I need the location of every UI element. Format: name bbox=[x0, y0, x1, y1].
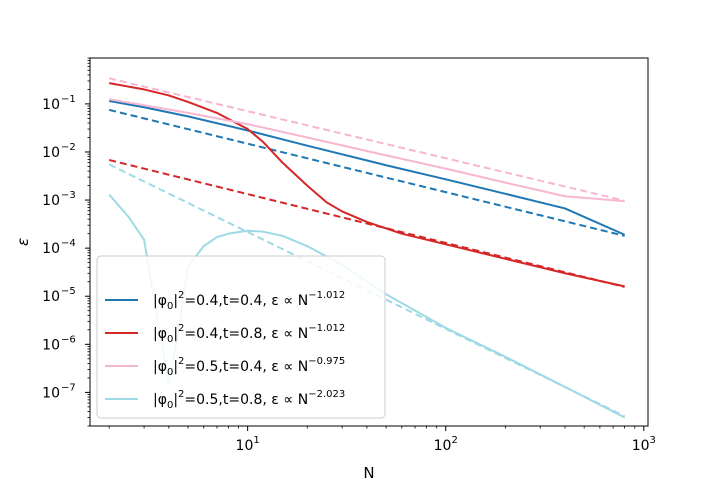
x-tick-label: 101 bbox=[236, 435, 260, 454]
y-tick-label: 10 bbox=[42, 97, 60, 113]
x-axis-label: N bbox=[363, 464, 374, 480]
series-1-fit-line bbox=[108, 159, 625, 288]
legend-label: |φ0|2=0.5,t=0.8, ε ∝ N−2.023 bbox=[153, 389, 345, 411]
series-2-line bbox=[109, 98, 625, 203]
y-axis: 10−710−610−510−410−310−210−1 bbox=[42, 57, 90, 427]
series-0-fit-line bbox=[108, 108, 625, 237]
x-tick-label: 102 bbox=[434, 435, 458, 454]
y-tick-label: 10 bbox=[42, 145, 60, 161]
y-tick-label: 10 bbox=[42, 385, 60, 401]
x-tick-label: 103 bbox=[632, 435, 656, 454]
y-tick-exponent: −1 bbox=[61, 94, 76, 105]
legend: |φ0|2=0.4,t=0.4, ε ∝ N−1.012 |φ0|2=0.4,t=… bbox=[96, 255, 386, 419]
x-axis: 101 102 103 bbox=[108, 426, 656, 454]
y-tick-exponent: −7 bbox=[61, 382, 76, 393]
y-tick-exponent: −3 bbox=[61, 190, 76, 201]
y-tick-exponent: −5 bbox=[61, 286, 76, 297]
y-tick-exponent: −6 bbox=[61, 334, 76, 345]
y-tick-label: 10 bbox=[42, 193, 60, 209]
y-tick-label: 10 bbox=[42, 241, 60, 257]
series-1-line bbox=[109, 82, 625, 288]
legend-entry: |φ0|2=0.4,t=0.8, ε ∝ N−1.012 bbox=[105, 323, 345, 345]
series-2-fit-line bbox=[108, 77, 625, 202]
legend-entry: |φ0|2=0.4,t=0.4, ε ∝ N−1.012 bbox=[105, 290, 345, 312]
legend-label: |φ0|2=0.4,t=0.4, ε ∝ N−1.012 bbox=[153, 290, 345, 312]
y-tick-label: 10 bbox=[42, 337, 60, 353]
legend-box bbox=[96, 255, 386, 419]
y-tick-label: 10 bbox=[42, 289, 60, 305]
series-0-line bbox=[109, 99, 626, 236]
y-axis-label: ε bbox=[14, 238, 32, 246]
y-tick-exponent: −2 bbox=[61, 142, 76, 153]
legend-label: |φ0|2=0.5,t=0.4, ε ∝ N−0.975 bbox=[153, 356, 345, 378]
legend-entry: |φ0|2=0.5,t=0.8, ε ∝ N−2.023 bbox=[105, 389, 345, 411]
legend-label: |φ0|2=0.4,t=0.8, ε ∝ N−1.012 bbox=[153, 323, 345, 345]
y-tick-exponent: −4 bbox=[61, 238, 76, 249]
legend-entry: |φ0|2=0.5,t=0.4, ε ∝ N−0.975 bbox=[105, 356, 345, 378]
plot-frame bbox=[89, 57, 649, 427]
